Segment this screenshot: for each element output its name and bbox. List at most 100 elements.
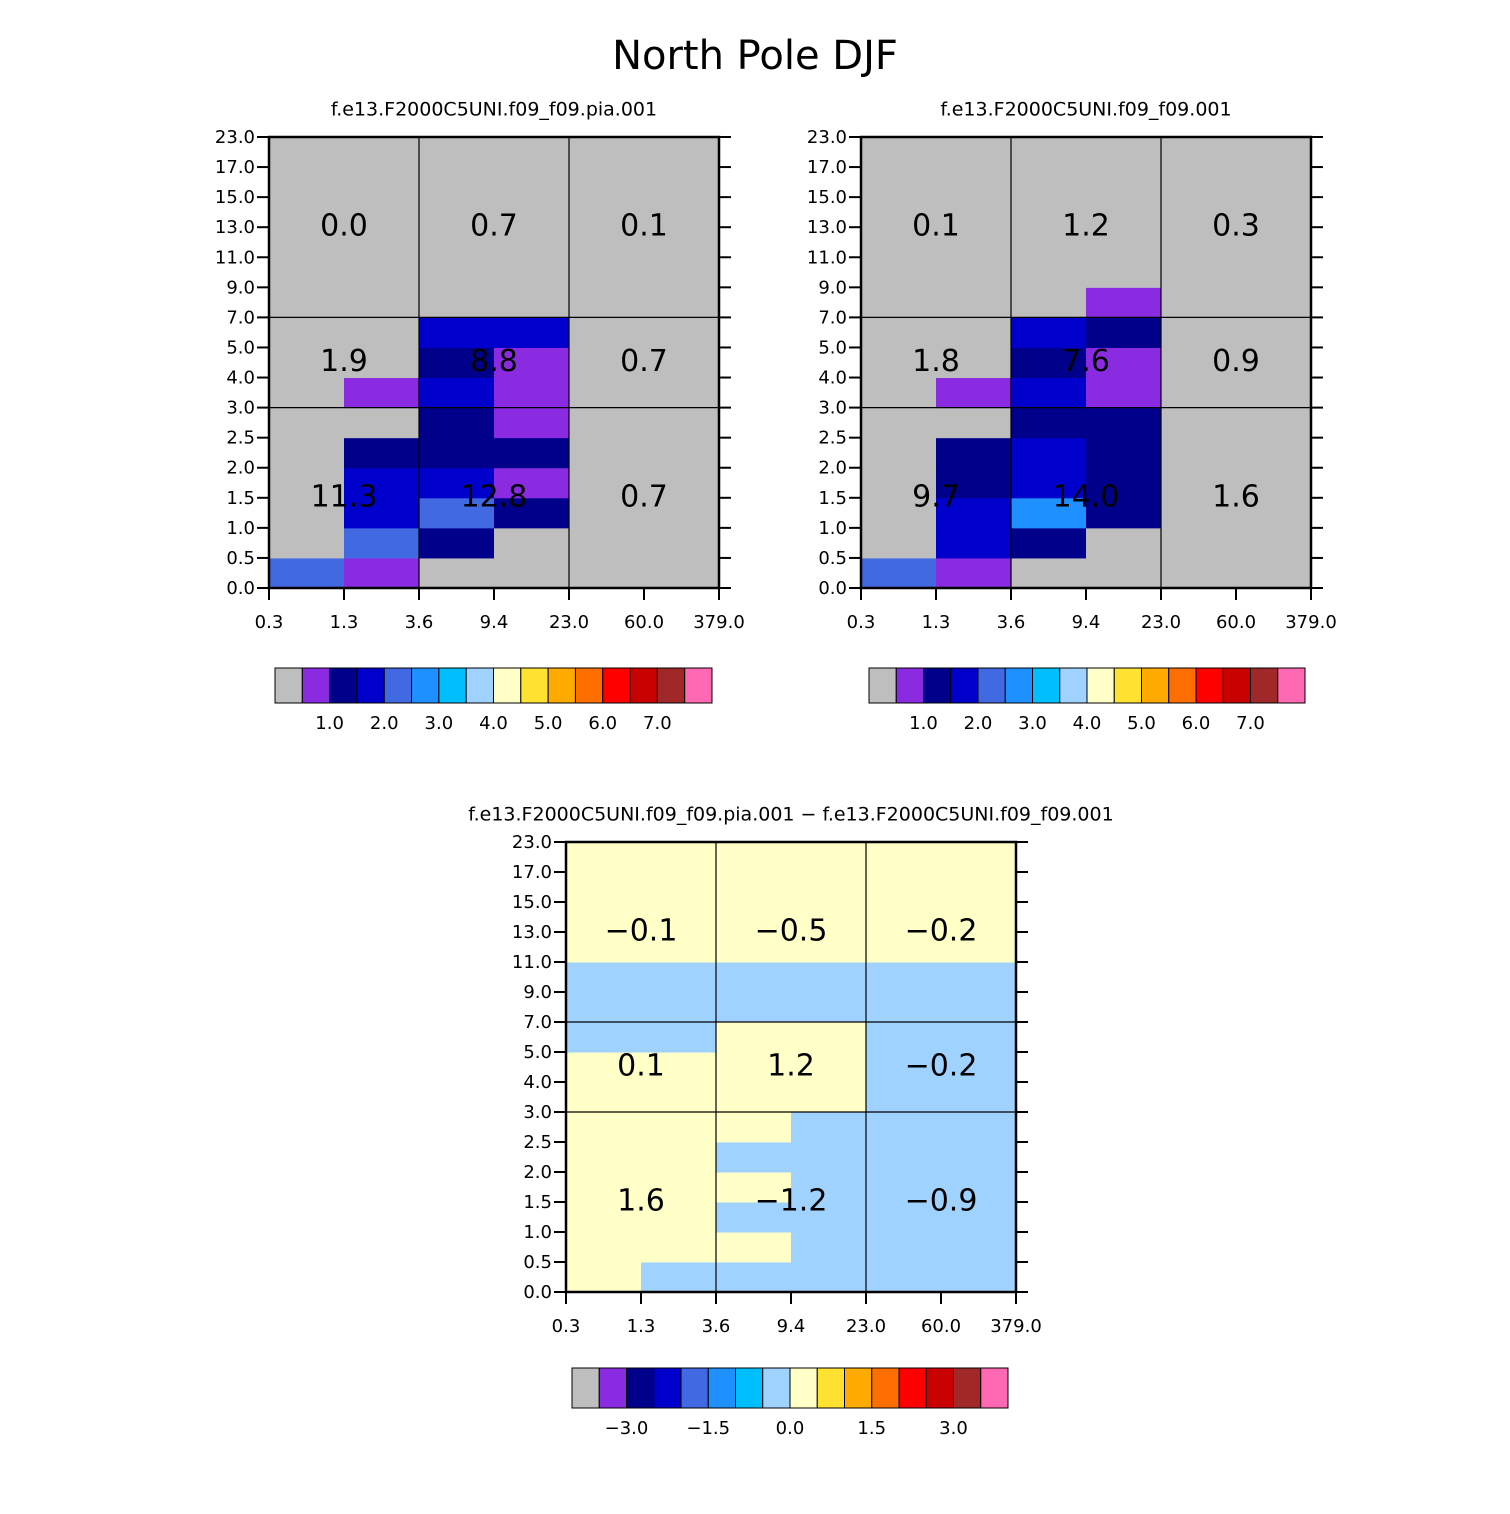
cell	[941, 962, 1017, 993]
cell	[344, 287, 420, 318]
y-tick-label: 2.0	[523, 1162, 552, 1183]
cell	[344, 167, 420, 198]
cell	[861, 437, 937, 469]
x-tick-label: 0.3	[552, 1316, 581, 1337]
cell	[1086, 467, 1162, 499]
colorbar-box	[844, 1367, 873, 1409]
colorbar-box	[898, 1367, 927, 1409]
y-tick-label: 17.0	[807, 157, 847, 178]
x-tick-label: 379.0	[1285, 612, 1337, 633]
cell	[1011, 137, 1087, 168]
cell	[936, 347, 1012, 379]
cell	[644, 497, 720, 529]
cell-group-label: −0.2	[905, 1049, 978, 1084]
cell	[419, 287, 495, 318]
cell-group-label: 0.0	[320, 209, 368, 244]
colorbar-label: 3.0	[425, 713, 454, 734]
cell	[861, 407, 937, 439]
y-tick-label: 11.0	[512, 952, 552, 973]
colorbar-label: 7.0	[643, 713, 672, 734]
cell	[494, 407, 570, 439]
cell	[861, 317, 937, 348]
cell	[1086, 287, 1162, 318]
cell-group-label: −0.5	[755, 914, 828, 949]
y-tick-label: 17.0	[512, 862, 552, 883]
cell-group-label: −0.2	[905, 914, 978, 949]
cell	[1086, 497, 1162, 529]
cell	[1161, 437, 1237, 469]
cell	[941, 1022, 1017, 1053]
cell	[641, 1172, 717, 1203]
cell	[344, 227, 420, 258]
y-tick-label: 11.0	[807, 247, 847, 268]
cell	[936, 377, 1012, 409]
cell	[1011, 257, 1087, 288]
cell	[569, 287, 645, 318]
panel-title: f.e13.F2000C5UNI.f09_f09.pia.001 − f.e13…	[468, 804, 1113, 826]
colorbar-box	[438, 667, 467, 704]
cell	[644, 317, 720, 348]
colorbar-label: 6.0	[588, 713, 617, 734]
cell	[641, 1262, 717, 1293]
cell-group-label: 11.3	[311, 479, 378, 514]
cell	[641, 1202, 717, 1233]
cell	[791, 1172, 867, 1203]
cell	[269, 317, 345, 348]
y-tick-label: 7.0	[818, 307, 847, 328]
y-tick-label: 13.0	[807, 217, 847, 238]
cell	[644, 527, 720, 559]
colorbar-box	[653, 1367, 682, 1409]
cell	[1011, 557, 1087, 589]
cell	[344, 257, 420, 288]
colorbar-box	[274, 667, 303, 704]
cell	[791, 902, 867, 933]
x-tick-label: 23.0	[549, 612, 589, 633]
y-tick-label: 3.0	[523, 1102, 552, 1123]
cell	[569, 437, 645, 469]
cell	[419, 317, 495, 348]
cell	[716, 1172, 792, 1203]
y-tick-label: 17.0	[215, 157, 255, 178]
cell	[861, 227, 937, 258]
x-tick-label: 1.3	[922, 612, 951, 633]
cell	[269, 137, 345, 168]
cell	[1086, 527, 1162, 559]
colorbar-label: 7.0	[1236, 713, 1265, 734]
cell	[1161, 557, 1237, 589]
cell	[791, 1202, 867, 1233]
cell	[1011, 467, 1087, 499]
cell	[861, 497, 937, 529]
x-tick-label: 9.4	[480, 612, 509, 633]
cell	[716, 1232, 792, 1263]
cell	[344, 527, 420, 559]
colorbar-label: 1.0	[315, 713, 344, 734]
y-tick-label: 2.0	[818, 458, 847, 479]
colorbar-box	[656, 667, 686, 704]
cell	[566, 1112, 642, 1143]
cell	[494, 167, 570, 198]
cell	[566, 1202, 642, 1233]
cell	[716, 1202, 792, 1233]
y-tick-label: 7.0	[226, 307, 255, 328]
x-tick-label: 3.6	[702, 1316, 731, 1337]
y-tick-label: 4.0	[523, 1072, 552, 1093]
cell	[936, 137, 1012, 168]
cell	[716, 1112, 792, 1143]
cell-group-label: 1.6	[617, 1184, 665, 1219]
cell	[866, 1112, 942, 1143]
colorbar-box	[868, 667, 897, 704]
figure-title: North Pole DJF	[612, 33, 898, 79]
cell	[641, 1232, 717, 1263]
cell	[269, 497, 345, 529]
y-tick-label: 0.5	[818, 548, 847, 569]
cell-group-label: 1.9	[320, 344, 368, 379]
cell	[1236, 557, 1312, 589]
cell	[1161, 377, 1237, 409]
cell	[569, 167, 645, 198]
y-tick-label: 3.0	[818, 398, 847, 419]
y-tick-label: 5.0	[523, 1042, 552, 1063]
cell	[494, 377, 570, 409]
cell	[1236, 257, 1312, 288]
cell	[1086, 407, 1162, 439]
cell	[566, 962, 642, 993]
